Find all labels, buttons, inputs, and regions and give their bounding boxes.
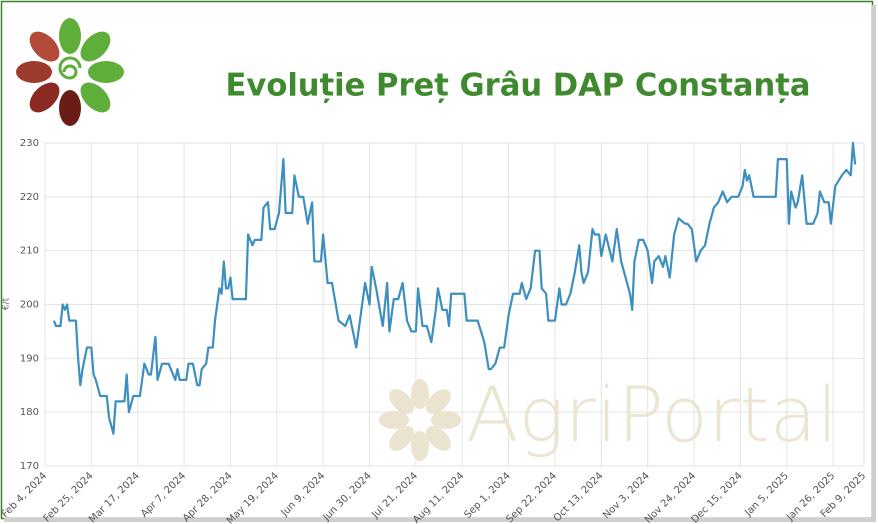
shadow (872, 5, 876, 522)
y-tick-label: 230 (20, 138, 39, 149)
y-tick-label: 210 (20, 246, 39, 257)
y-tick-label: 190 (20, 353, 39, 364)
watermark-text: AgriPortal (466, 370, 838, 459)
watermark: AgriPortal (379, 370, 838, 461)
y-axis-label: €/t (2, 297, 12, 310)
y-tick-label: 220 (20, 192, 39, 203)
y-tick-label: 170 (20, 461, 39, 472)
y-tick-label: 200 (20, 300, 39, 311)
y-tick-label: 180 (20, 407, 39, 418)
chart-title: Evoluție Preț Grâu DAP Constanța (226, 68, 811, 104)
price-line (52, 141, 857, 435)
shadow (4, 518, 874, 522)
logo (16, 18, 124, 126)
